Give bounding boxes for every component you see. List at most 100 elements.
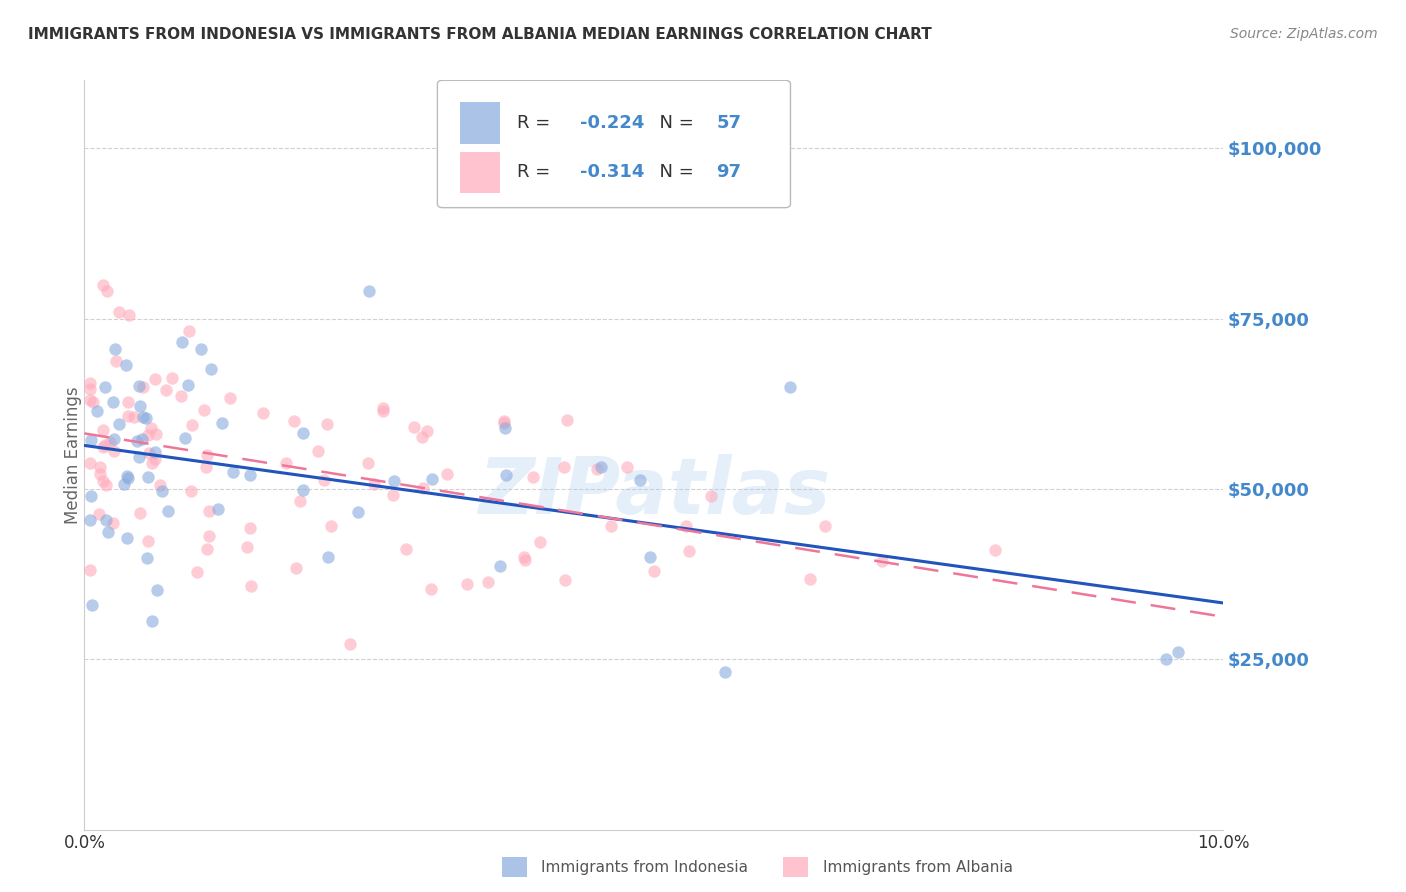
Point — [128, 450, 150, 465]
Point — [155, 383, 177, 397]
Point — [177, 378, 200, 392]
Text: Immigrants from Albania: Immigrants from Albania — [823, 860, 1012, 874]
Point — [141, 456, 163, 470]
Point — [198, 529, 221, 543]
Point — [125, 434, 148, 449]
Point — [79, 489, 101, 503]
Point — [80, 598, 103, 612]
Point — [89, 467, 111, 482]
Point — [146, 582, 169, 597]
Point — [91, 278, 114, 293]
Point — [373, 404, 395, 418]
FancyBboxPatch shape — [460, 152, 501, 193]
Point — [494, 416, 516, 430]
Point — [290, 493, 312, 508]
Point — [104, 343, 127, 357]
Text: N =: N = — [648, 163, 700, 181]
Point — [136, 428, 159, 442]
Text: -0.224: -0.224 — [579, 114, 644, 132]
Point — [190, 342, 212, 356]
Point — [495, 468, 517, 483]
Point — [316, 549, 339, 564]
Point — [456, 577, 478, 591]
Point — [186, 566, 208, 580]
Point — [412, 481, 434, 495]
Point — [79, 393, 101, 408]
Point — [197, 448, 219, 462]
Point — [174, 432, 197, 446]
Point — [117, 409, 139, 424]
Text: 57: 57 — [717, 114, 741, 132]
Point — [193, 403, 215, 417]
Point — [132, 409, 155, 424]
Point — [136, 534, 159, 549]
Point — [101, 516, 124, 531]
Point — [195, 542, 218, 557]
Point — [79, 456, 101, 470]
Point — [312, 473, 335, 487]
Point — [600, 518, 623, 533]
Point — [136, 470, 159, 484]
Point — [143, 452, 166, 467]
Point — [107, 417, 129, 432]
Point — [129, 399, 152, 413]
Text: R =: R = — [517, 163, 557, 181]
Point — [79, 382, 101, 396]
Point — [94, 380, 117, 394]
Point — [89, 460, 111, 475]
Point — [207, 502, 229, 516]
Point — [675, 518, 697, 533]
Point — [150, 483, 173, 498]
Point — [98, 435, 121, 450]
FancyBboxPatch shape — [460, 103, 501, 144]
Point — [115, 469, 138, 483]
Point — [382, 475, 405, 489]
Point — [252, 406, 274, 420]
Point — [494, 414, 516, 428]
Bar — [502, 857, 527, 877]
Point — [87, 507, 110, 521]
Text: N =: N = — [648, 114, 700, 132]
Point — [79, 513, 101, 527]
Point — [494, 420, 516, 434]
Point — [1167, 645, 1189, 659]
Point — [416, 424, 439, 438]
Point — [138, 446, 160, 460]
Point — [870, 554, 893, 568]
Point — [103, 443, 125, 458]
Point — [160, 371, 183, 385]
Point — [117, 395, 139, 409]
Point — [219, 391, 242, 405]
Text: R =: R = — [517, 114, 557, 132]
Point — [346, 505, 368, 519]
Point — [149, 478, 172, 492]
Point — [477, 575, 499, 590]
Point — [128, 379, 150, 393]
Point — [132, 380, 155, 394]
Point — [141, 615, 163, 629]
Text: Source: ZipAtlas.com: Source: ZipAtlas.com — [1230, 27, 1378, 41]
Point — [420, 473, 443, 487]
Point — [145, 427, 167, 442]
Point — [170, 389, 193, 403]
Point — [371, 401, 394, 416]
Point — [115, 358, 138, 372]
Point — [984, 543, 1007, 558]
Point — [93, 424, 115, 438]
Point — [143, 445, 166, 459]
Point — [82, 395, 104, 409]
Point — [239, 521, 262, 535]
Point — [177, 324, 200, 338]
Point — [180, 483, 202, 498]
Point — [411, 430, 433, 444]
Point — [291, 425, 314, 440]
Point — [200, 362, 222, 376]
Point — [382, 488, 405, 502]
Point — [638, 549, 661, 564]
Point — [529, 534, 551, 549]
Point — [94, 478, 117, 492]
Point — [359, 285, 381, 299]
Point — [97, 524, 120, 539]
Point — [80, 434, 103, 448]
Point — [135, 411, 157, 425]
